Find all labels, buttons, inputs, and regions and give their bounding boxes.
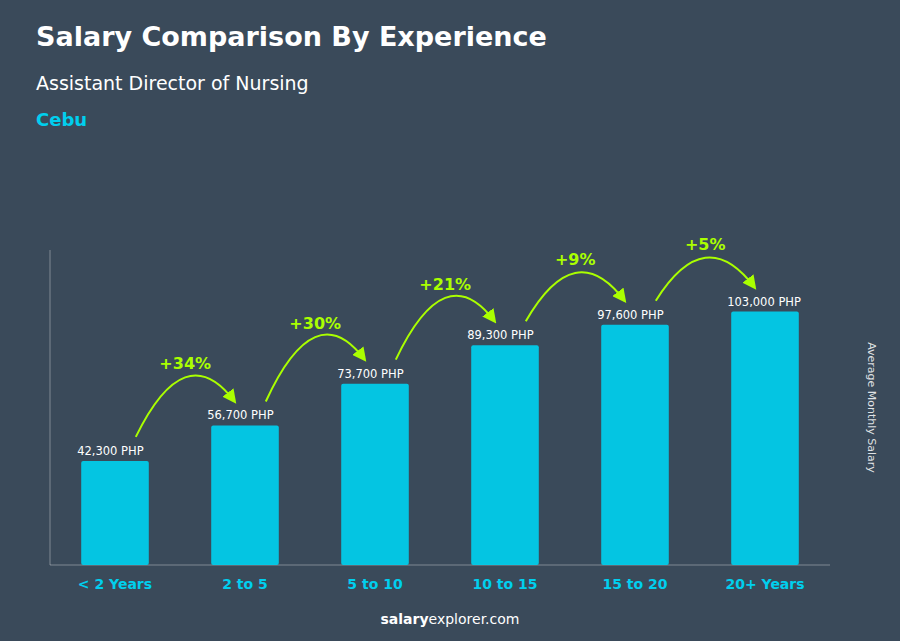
chart: Salary Comparison By Experience Assistant… [0,0,900,641]
x-tick-label: < 2 Years [78,576,152,592]
footer: salaryexplorer.com [381,611,520,627]
x-axis-line [50,565,830,566]
growth-arrow [136,375,235,436]
growth-arrow [526,272,625,321]
growth-arrow [656,258,755,301]
x-tick-label: 15 to 20 [602,576,667,592]
bar [341,384,409,565]
annotation: +9% [555,250,596,269]
background [0,0,900,641]
data-label: 42,300 PHP [77,444,143,458]
annotation: +30% [289,314,341,333]
x-tick-label: 10 to 15 [472,576,537,592]
data-label: 97,600 PHP [597,308,663,322]
bar [731,312,799,565]
data-label: 56,700 PHP [207,408,273,422]
data-label: 73,700 PHP [337,367,403,381]
bar [471,345,539,565]
x-tick-label: 2 to 5 [222,576,268,592]
bar [81,461,149,565]
bar [601,325,669,565]
bar [211,425,279,565]
annotation: +5% [685,235,726,254]
subtitle: Cebu [36,109,87,130]
title: Salary Comparison By Experience [36,21,547,52]
y-axis-label: Average Monthly Salary [865,342,878,473]
annotation: +34% [159,354,211,373]
footer-part: salary [381,611,429,627]
growth-arrow [396,296,495,360]
x-tick-label: 20+ Years [725,576,804,592]
y-axis-line [50,250,51,565]
annotation: +21% [419,275,471,294]
growth-arrow [266,335,365,402]
x-tick-label: 5 to 10 [347,576,403,592]
footer-part: explorer.com [429,611,520,627]
subtitle: Assistant Director of Nursing [36,72,309,94]
data-label: 103,000 PHP [727,295,801,309]
data-label: 89,300 PHP [467,328,533,342]
